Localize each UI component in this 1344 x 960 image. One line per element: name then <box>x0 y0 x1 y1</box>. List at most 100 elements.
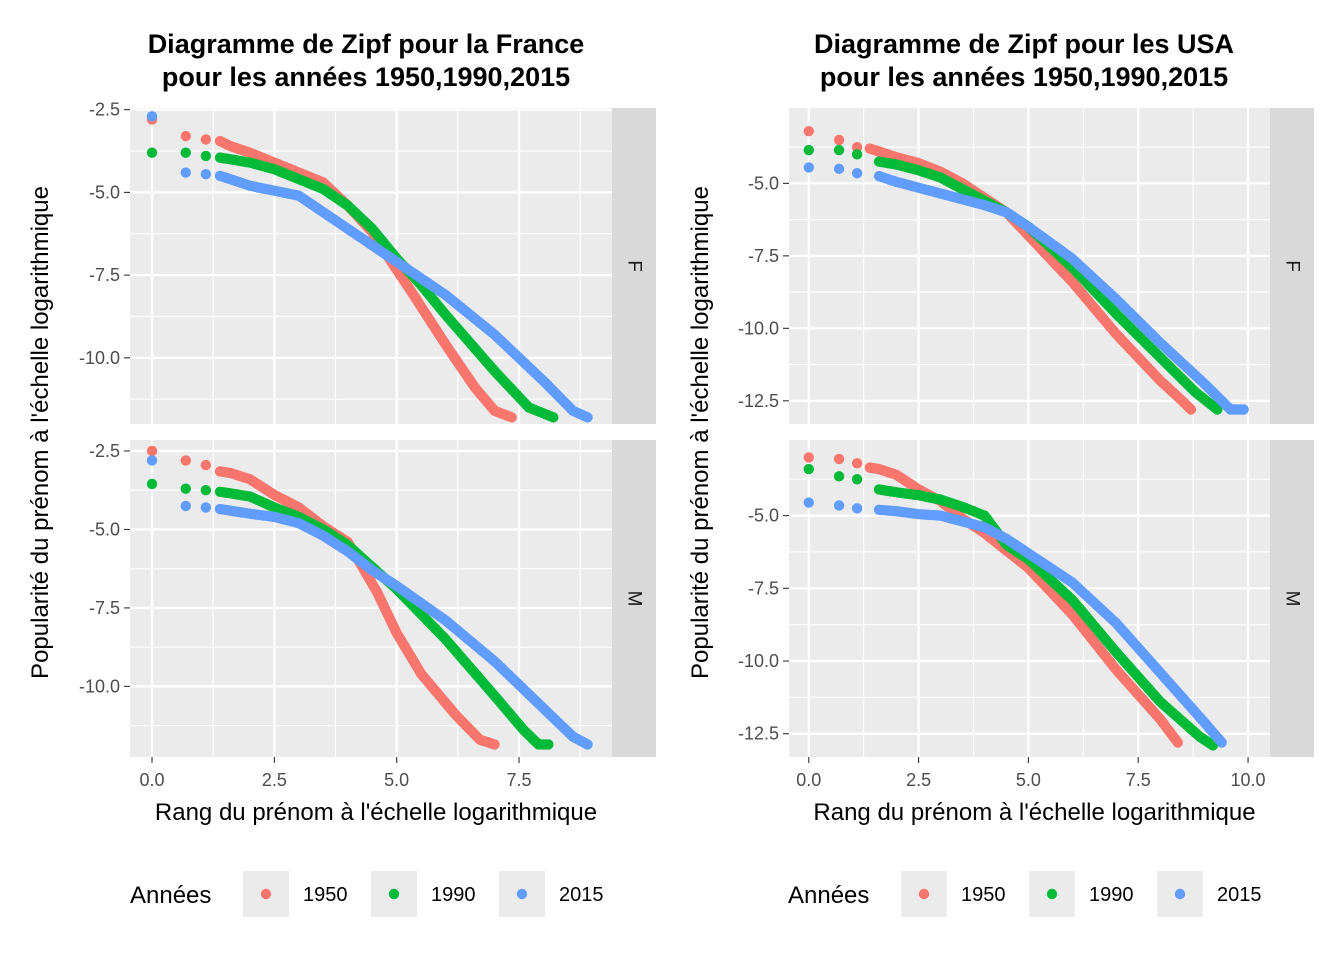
data-point-2015 <box>803 497 814 508</box>
data-point-2015 <box>851 503 863 514</box>
series-2015 <box>803 162 1249 415</box>
x-tick-label: 2.5 <box>906 770 931 790</box>
legend-label-1990: 1990 <box>1089 884 1134 906</box>
data-point-1990 <box>200 150 212 162</box>
data-point-1990 <box>851 474 863 485</box>
y-tick-label: -5.0 <box>89 519 120 539</box>
data-point-2015 <box>180 167 191 178</box>
data-point-1950 <box>851 141 863 153</box>
facet-strip-label: M <box>624 591 645 607</box>
data-point-1950 <box>506 412 517 423</box>
facet-panel-M: -5.0 -7.5 -10.0 -12.5 M <box>738 440 1314 757</box>
y-tick-label: -5.0 <box>748 506 779 526</box>
series-2015 <box>146 111 593 423</box>
data-point-1950 <box>200 134 212 145</box>
data-point-1950 <box>833 453 845 465</box>
data-point-1990 <box>180 483 191 494</box>
facet-strip <box>612 108 656 424</box>
x-tick-label: 7.5 <box>1126 770 1151 790</box>
data-point-1950 <box>1185 404 1197 415</box>
series-2015 <box>146 455 593 750</box>
facet-strip-label: F <box>624 260 645 272</box>
legend-label-1990: 1990 <box>431 884 476 906</box>
legend-title: Années <box>130 882 211 909</box>
data-point-1950 <box>200 459 212 471</box>
y-tick-label: -10.0 <box>79 348 120 368</box>
facet-strip-label: M <box>1282 591 1303 607</box>
y-tick-label: -7.5 <box>748 246 779 266</box>
data-point-2015 <box>1216 737 1227 748</box>
legend-title: Années <box>788 882 869 909</box>
data-point-2015 <box>200 168 212 180</box>
data-point-1990 <box>803 144 814 156</box>
y-tick-label: -2.5 <box>89 441 120 461</box>
legend-marker-2015 <box>516 888 528 900</box>
x-axis-title: Rang du prénom à l'échelle logarithmique <box>813 799 1255 826</box>
y-tick-label: -7.5 <box>89 598 120 618</box>
data-point-1990 <box>180 147 191 158</box>
facet-panel-F: -5.0 -7.5 -10.0 -12.5 F <box>738 108 1314 424</box>
data-point-1950 <box>180 455 191 466</box>
series-1950 <box>803 452 1183 748</box>
data-point-1990 <box>803 463 814 475</box>
data-point-2015 <box>851 168 863 179</box>
legend-label-1950: 1950 <box>303 884 348 906</box>
legend: Années 1950 1990 2015 <box>130 871 604 917</box>
y-tick-label: -10.0 <box>738 318 779 338</box>
data-point-1990 <box>543 739 554 750</box>
data-point-2015 <box>200 502 212 513</box>
y-tick-label: -10.0 <box>79 676 120 696</box>
legend-label-1950: 1950 <box>961 884 1006 906</box>
series-1990 <box>803 463 1219 751</box>
chart-title-line: Diagramme de Zipf pour les USA <box>814 29 1234 59</box>
data-point-1950 <box>1172 737 1183 748</box>
data-point-1990 <box>833 144 845 156</box>
data-point-1950 <box>833 134 845 146</box>
data-point-2015 <box>582 412 593 423</box>
data-point-1990 <box>146 478 158 490</box>
y-tick-label: -5.0 <box>748 173 779 193</box>
series-2015 <box>803 497 1227 748</box>
x-tick-label: 5.0 <box>384 770 409 790</box>
facet-strip <box>1270 108 1314 424</box>
data-point-1950 <box>803 125 814 137</box>
data-point-1990 <box>548 412 559 423</box>
legend-label-2015: 2015 <box>559 884 604 906</box>
points-layer <box>803 125 1249 415</box>
legend-marker-1990 <box>1046 888 1058 900</box>
y-tick-label: -12.5 <box>738 391 779 411</box>
x-tick-label: 2.5 <box>262 770 287 790</box>
data-point-1950 <box>851 458 863 469</box>
data-point-2015 <box>180 500 191 512</box>
data-point-1950 <box>180 130 191 142</box>
y-axis-title: Popularité du prénom à l'échelle logarit… <box>687 186 714 679</box>
legend-marker-2015 <box>1174 888 1186 900</box>
data-point-1990 <box>851 149 863 160</box>
points-layer <box>803 452 1227 751</box>
legend-marker-1950 <box>918 888 930 900</box>
x-tick-label: 0.0 <box>140 770 165 790</box>
facet-strip <box>1270 440 1314 757</box>
y-axis-title: Popularité du prénom à l'échelle logarit… <box>27 186 54 679</box>
legend: Années 1950 1990 2015 <box>788 871 1262 917</box>
data-point-2015 <box>803 162 814 173</box>
data-point-1990 <box>200 485 212 496</box>
legend-label-2015: 2015 <box>1217 884 1262 906</box>
points-layer <box>146 111 593 423</box>
data-point-2015 <box>833 163 845 175</box>
data-point-1990 <box>146 147 158 158</box>
data-point-2015 <box>1238 404 1249 415</box>
x-tick-label: 0.0 <box>796 770 821 790</box>
y-tick-label: -5.0 <box>89 182 120 202</box>
facet-strip-label: F <box>1282 260 1303 272</box>
chart-title-line: pour les années 1950,1990,2015 <box>820 62 1228 92</box>
data-point-1950 <box>489 739 500 750</box>
data-point-2015 <box>146 111 158 122</box>
data-point-1950 <box>803 452 814 463</box>
chart-title-line: pour les années 1950,1990,2015 <box>162 62 570 92</box>
data-point-1990 <box>833 471 845 482</box>
x-tick-label: 5.0 <box>1016 770 1041 790</box>
